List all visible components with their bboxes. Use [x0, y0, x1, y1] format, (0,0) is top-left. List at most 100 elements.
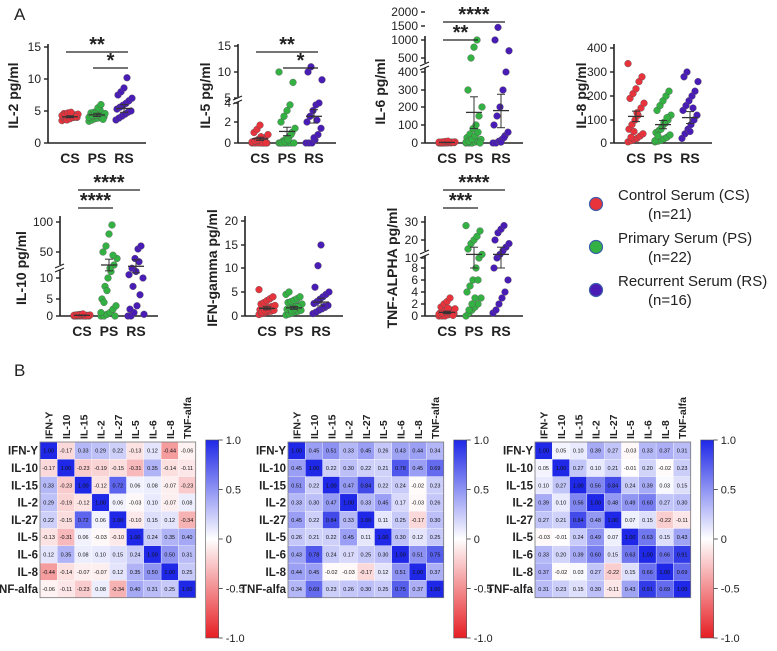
y-tick-label: 15	[218, 39, 232, 53]
data-point	[640, 99, 648, 107]
heatmap-cell-value: 1.00	[556, 466, 567, 472]
colorbar	[453, 439, 468, 639]
heatmap-cell-value: 0.66	[659, 552, 670, 558]
heatmap-cell-value: 0.45	[343, 535, 354, 541]
heatmap-cell-value: -0.19	[94, 466, 107, 472]
heatmap-cell-value: 0.22	[309, 518, 320, 524]
heatmap-cell-value: 0.05	[538, 466, 549, 472]
data-point	[693, 111, 701, 119]
y-axis-label: IFN-gamma pg/ml	[204, 209, 220, 326]
heatmap-cell-value: 0.21	[309, 535, 320, 541]
data-point	[309, 106, 317, 115]
heatmap-2: IFN-Y IL-10 IL-15 IL-2 IL-27 IL-5 IL-6 IL-8 TNF-…	[240, 397, 493, 645]
y-tick-label: 10	[218, 65, 232, 79]
heatmap-cell-value: -0.07	[163, 483, 176, 489]
heatmap-cell-value: -0.01	[555, 535, 568, 541]
heatmap-col-label: IL-5	[625, 420, 637, 439]
y-tick-label: 15	[225, 238, 239, 252]
heatmap-cell-value: 1.00	[182, 587, 193, 593]
heatmap-row-label: IL-27	[506, 515, 533, 527]
heatmap-cell-value: 1.00	[625, 535, 636, 541]
heatmap-cell-value: 0.44	[412, 449, 423, 455]
significance-label: *	[107, 50, 115, 72]
heatmap-cell-value: 0.22	[326, 466, 337, 472]
y-tick-label: 5	[34, 104, 41, 118]
y-axis-label: IL-10 pg/ml	[13, 231, 29, 305]
heatmap-cell-value: 0.12	[147, 449, 158, 455]
heatmap-cell-value: 0.33	[291, 501, 302, 507]
heatmap-col-label: IL-5	[378, 420, 390, 439]
data-point	[318, 76, 326, 84]
data-point	[139, 274, 147, 282]
heatmap-cell-value: 1.00	[590, 501, 601, 507]
data-point	[255, 286, 263, 294]
heatmap-row-label: IFN-Y	[8, 446, 38, 458]
data-point	[476, 139, 484, 147]
data-point	[129, 282, 137, 291]
heatmap-cell-value: 0.56	[573, 501, 584, 507]
data-point	[290, 139, 298, 147]
y-tick-label: 300	[587, 65, 607, 79]
data-point	[663, 113, 671, 122]
colorbar-tick-label: 0.5	[474, 485, 489, 497]
heatmap-cell-value: 0.06	[95, 518, 106, 524]
heatmap-cell-value: -0.17	[360, 570, 373, 576]
heatmap-cell-value: -0.17	[60, 449, 73, 455]
heatmap-cell-value: 0.22	[112, 449, 123, 455]
data-point	[287, 131, 295, 139]
heatmap-cell-value: 0.33	[343, 449, 354, 455]
heatmap-cell-value: 0.27	[538, 518, 549, 524]
heatmap-cell-value: 0.35	[130, 570, 141, 576]
y-tick-label: 10	[405, 251, 419, 265]
heatmap-col-label: IL-8	[660, 420, 672, 439]
heatmap-cell-value: 0.45	[291, 466, 302, 472]
heatmap-cell-value: -0.23	[181, 483, 194, 489]
heatmap-cell-value: 0.91	[642, 587, 653, 593]
heatmap-cell-value: 0.30	[343, 466, 354, 472]
heatmap-cell-value: 0.24	[130, 552, 141, 558]
heatmap-cell-value: 0.25	[360, 552, 371, 558]
data-point	[444, 137, 452, 145]
heatmap-cell-value: 0.72	[112, 483, 123, 489]
heatmap-cell-value: 0.08	[95, 587, 106, 593]
colorbar	[205, 439, 219, 639]
heatmap-cell-value: 0.30	[590, 587, 601, 593]
significance-label: **	[453, 22, 469, 44]
y-tick-label: 5	[224, 91, 231, 105]
legend: Control Serum (CS) (n=21) Primary Serum …	[588, 187, 767, 309]
heatmap-cell-value: -0.07	[94, 570, 107, 576]
heatmap-cell-value: 0.22	[309, 483, 320, 489]
heatmap-cell-value: 0.10	[573, 449, 584, 455]
y-tick-label: 2	[224, 115, 231, 129]
heatmap-cell-value: -0.22	[658, 518, 671, 524]
data-point	[451, 305, 459, 313]
heatmap-cell-value: 0.29	[95, 449, 106, 455]
y-tick-label: 30	[405, 215, 419, 229]
heatmap-cell-value: -0.31	[129, 466, 142, 472]
heatmap-cell-value: 0.84	[360, 483, 371, 489]
heatmap-cell-value: 0.27	[556, 483, 567, 489]
data-point	[665, 87, 673, 95]
colorbar-tick-label: 0.5	[721, 485, 736, 497]
data-point	[133, 302, 141, 310]
heatmap-cell-value: -0.11	[60, 587, 72, 593]
heatmap-cell-value: 1.00	[395, 552, 406, 558]
heatmap-col-label: IL-27	[361, 414, 373, 439]
colorbar	[700, 439, 715, 639]
heatmap-cell-value: 0.12	[412, 535, 423, 541]
heatmap-cell-value: 0.30	[378, 552, 389, 558]
y-tick-label: 200	[587, 89, 607, 103]
data-point	[97, 100, 105, 109]
heatmap-cell-value: 1.00	[291, 449, 302, 455]
heatmap-cell-value: 1.00	[112, 518, 123, 524]
heatmap-cell-value: -0.07	[163, 501, 176, 507]
heatmap-col-label: IL-15	[573, 414, 585, 439]
heatmap-cell-value: -0.44	[163, 449, 176, 455]
heatmap-cell-value: 0.33	[360, 501, 371, 507]
heatmap-cell-value: -0.06	[181, 449, 194, 455]
heatmap-cell-value: 0.45	[378, 501, 389, 507]
data-point	[638, 73, 646, 81]
heatmap-cell-value: 0.11	[378, 518, 388, 524]
heatmap-cell-value: -0.01	[624, 466, 637, 472]
